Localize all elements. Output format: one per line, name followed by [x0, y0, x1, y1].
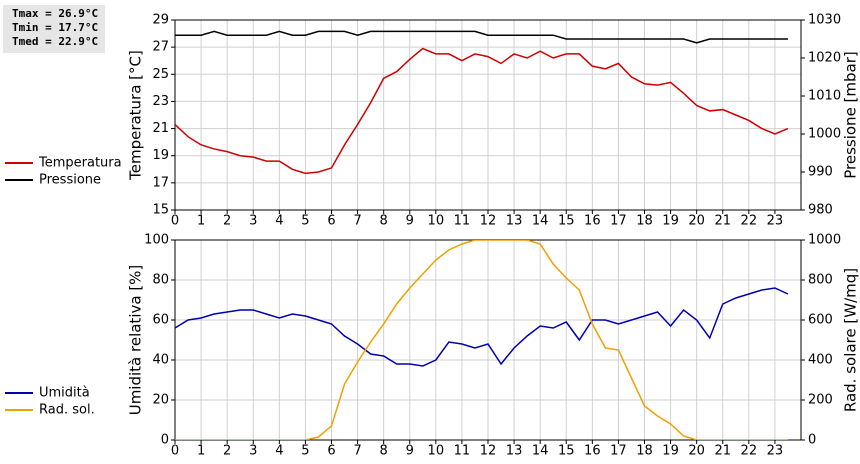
stats-text: Tmin = 17.7°C — [12, 21, 98, 34]
legend-label: Temperatura — [38, 156, 122, 171]
y2-tick-label: 990 — [808, 165, 833, 180]
y2-tick-label: 1000 — [808, 127, 841, 142]
y-tick-label: 80 — [152, 273, 169, 288]
y-tick-label: 29 — [152, 13, 169, 28]
x-tick-label: 19 — [662, 214, 679, 229]
x-tick-label: 7 — [353, 214, 361, 229]
x-tick-label: 21 — [714, 214, 731, 229]
x-tick-label: 1 — [197, 214, 205, 229]
y-tick-label: 27 — [152, 40, 169, 55]
y-axis-label: Umidità relativa [%] — [127, 265, 145, 416]
x-tick-label: 10 — [428, 444, 445, 459]
x-tick-label: 19 — [662, 444, 679, 459]
y-tick-label: 60 — [152, 313, 169, 328]
x-tick-label: 6 — [327, 444, 335, 459]
stats-box — [3, 5, 105, 53]
legend-label: Umidità — [39, 386, 90, 401]
y-tick-label: 100 — [144, 233, 169, 248]
y2-tick-label: 1000 — [808, 233, 841, 248]
x-tick-label: 10 — [428, 214, 445, 229]
x-tick-label: 3 — [249, 214, 257, 229]
x-tick-label: 11 — [454, 444, 471, 459]
x-tick-label: 6 — [327, 214, 335, 229]
y-tick-label: 17 — [152, 175, 169, 190]
series-line — [175, 240, 788, 440]
x-tick-label: 12 — [480, 214, 497, 229]
x-tick-label: 18 — [636, 214, 653, 229]
y2-tick-label: 600 — [808, 313, 833, 328]
y2-tick-label: 1020 — [808, 51, 841, 66]
x-tick-label: 16 — [584, 444, 601, 459]
stats-text: Tmed = 22.9°C — [12, 35, 98, 48]
x-tick-label: 8 — [380, 444, 388, 459]
x-tick-label: 16 — [584, 214, 601, 229]
x-tick-label: 0 — [171, 444, 179, 459]
series-line — [175, 47, 789, 175]
stats-text: Tmax = 26.9°C — [12, 7, 98, 20]
y2-tick-label: 200 — [808, 393, 833, 408]
x-tick-label: 20 — [688, 444, 705, 459]
x-tick-label: 4 — [275, 214, 283, 229]
x-tick-label: 15 — [558, 214, 575, 229]
x-tick-label: 17 — [610, 214, 627, 229]
x-tick-label: 2 — [223, 444, 231, 459]
series-line — [175, 287, 789, 367]
x-tick-label: 9 — [406, 214, 414, 229]
y2-tick-label: 1010 — [808, 89, 841, 104]
y2-tick-label: 400 — [808, 353, 833, 368]
y2-axis-label: Pressione [mbar] — [842, 51, 860, 179]
y2-tick-label: 0 — [808, 433, 816, 448]
x-tick-label: 20 — [688, 214, 705, 229]
y2-tick-label: 1030 — [808, 13, 841, 28]
x-tick-label: 2 — [223, 214, 231, 229]
y-tick-label: 21 — [152, 121, 169, 136]
x-tick-label: 0 — [171, 214, 179, 229]
legend-label: Rad. sol. — [39, 403, 95, 418]
x-tick-label: 12 — [480, 444, 497, 459]
x-tick-label: 7 — [353, 444, 361, 459]
y-tick-label: 40 — [152, 353, 169, 368]
x-tick-label: 22 — [741, 444, 758, 459]
x-tick-label: 13 — [506, 444, 523, 459]
x-tick-label: 5 — [301, 214, 309, 229]
y2-tick-label: 980 — [808, 203, 833, 218]
y-tick-label: 25 — [152, 67, 169, 82]
y-tick-label: 23 — [152, 94, 169, 109]
y-tick-label: 20 — [152, 393, 169, 408]
y2-axis-label: Rad. solare [W/mq] — [842, 268, 860, 412]
x-tick-label: 23 — [767, 214, 784, 229]
x-tick-label: 23 — [767, 444, 784, 459]
y-tick-label: 0 — [161, 433, 169, 448]
x-tick-label: 4 — [275, 444, 283, 459]
x-tick-label: 11 — [454, 214, 471, 229]
plot-frame — [174, 19, 802, 211]
legend-label: Pressione — [39, 173, 101, 188]
x-tick-label: 3 — [249, 444, 257, 459]
y2-tick-label: 800 — [808, 273, 833, 288]
x-tick-label: 13 — [506, 214, 523, 229]
x-tick-label: 15 — [558, 444, 575, 459]
x-tick-label: 17 — [610, 444, 627, 459]
x-tick-label: 21 — [714, 444, 731, 459]
x-tick-label: 5 — [301, 444, 309, 459]
y-tick-label: 15 — [152, 203, 169, 218]
y-axis-label: Temperatura [°C] — [127, 50, 145, 181]
x-tick-label: 9 — [406, 444, 414, 459]
x-tick-label: 22 — [741, 214, 758, 229]
x-tick-label: 1 — [197, 444, 205, 459]
x-tick-label: 14 — [532, 444, 549, 459]
x-tick-label: 18 — [636, 444, 653, 459]
y-tick-label: 19 — [152, 148, 169, 163]
x-tick-label: 8 — [380, 214, 388, 229]
series-line — [175, 30, 788, 44]
x-tick-label: 14 — [532, 214, 549, 229]
